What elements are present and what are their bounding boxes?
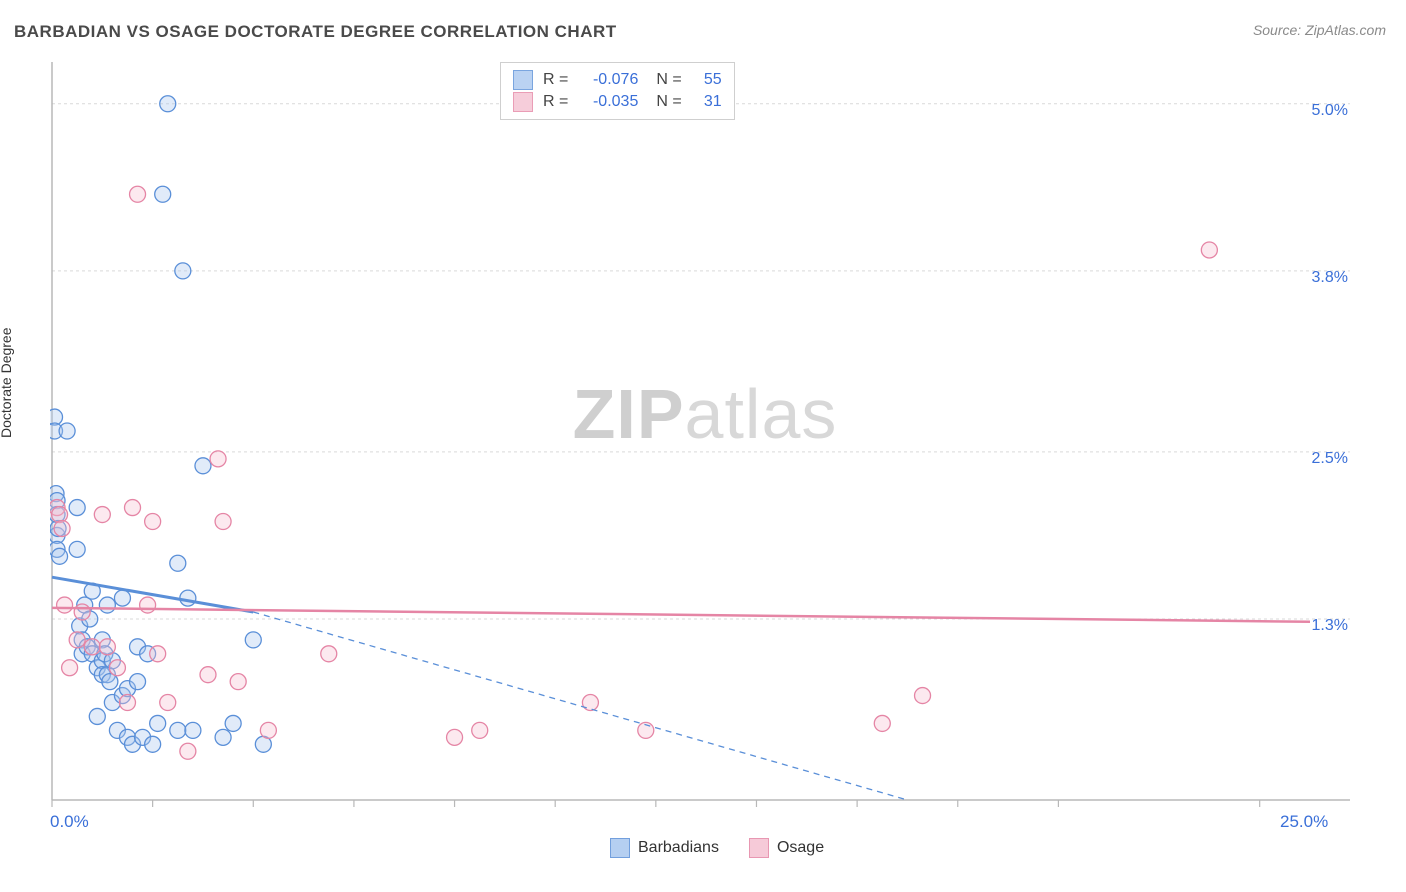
y-tick-label: 2.5%	[1312, 450, 1348, 468]
legend-r-label: R =	[543, 91, 568, 113]
chart-title: BARBADIAN VS OSAGE DOCTORATE DEGREE CORR…	[14, 22, 617, 42]
legend-series-name: Osage	[777, 839, 824, 857]
scatter-plot: ZIPatlas R =-0.076N =55R =-0.035N =31 Ba…	[50, 60, 1360, 830]
legend-swatch	[513, 92, 533, 112]
legend-r-value: -0.076	[578, 69, 638, 91]
chart-svg	[50, 60, 1360, 830]
legend-n-label: N =	[656, 69, 681, 91]
legend-n-value: 31	[692, 91, 722, 113]
legend-series-name: Barbadians	[638, 839, 719, 857]
legend-r-value: -0.035	[578, 91, 638, 113]
y-tick-label: 5.0%	[1312, 102, 1348, 120]
y-tick-label: 3.8%	[1312, 269, 1348, 287]
legend-series-item: Barbadians	[610, 838, 719, 858]
legend-series-item: Osage	[749, 838, 824, 858]
x-tick-label: 25.0%	[1280, 812, 1328, 832]
legend-n-label: N =	[656, 91, 681, 113]
legend-row: R = -0.035 N = 31	[513, 91, 722, 113]
legend-row: R = -0.076 N = 55	[513, 69, 722, 91]
legend-swatch	[513, 70, 533, 90]
legend-n-value: 55	[692, 69, 722, 91]
legend-correlation: R = -0.076 N = 55 R = -0.035 N = 31	[500, 62, 735, 120]
legend-swatch	[749, 838, 769, 858]
x-tick-label: 0.0%	[50, 812, 89, 832]
source-label: Source: ZipAtlas.com	[1253, 22, 1386, 38]
legend-series: Barbadians Osage	[610, 838, 824, 858]
y-axis-label: Doctorate Degree	[0, 327, 14, 438]
legend-swatch	[610, 838, 630, 858]
legend-r-label: R =	[543, 69, 568, 91]
y-tick-label: 1.3%	[1312, 617, 1348, 635]
